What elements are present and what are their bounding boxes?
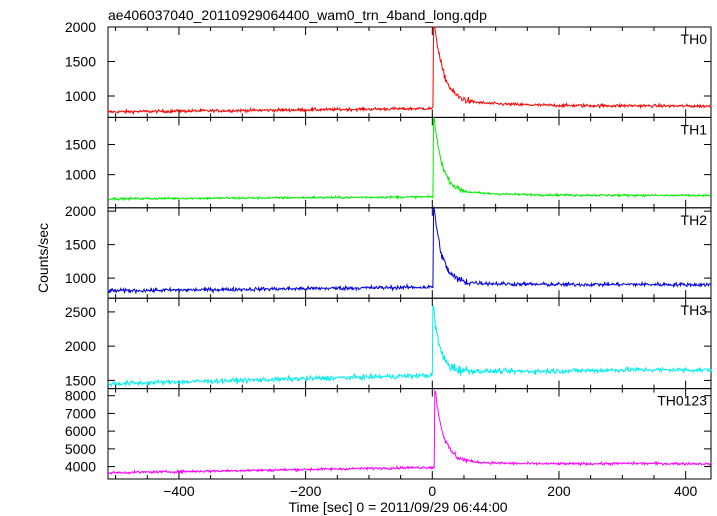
y-tick-label: 8000 [65,388,96,404]
x-tick-label: 0 [428,483,436,499]
y-tick-label: 2000 [65,203,96,219]
panel-th2: 1000 1500 2000 TH2 [65,203,712,299]
y-tick-label: 7000 [65,405,96,421]
panel-label-th1: TH1 [681,121,708,137]
panel-label-th2: TH2 [681,212,708,228]
x-axis-label: Time [sec] 0 = 2011/09/29 06:44:00 [288,499,507,515]
panel-label-th3: TH3 [681,302,708,318]
y-tick-label: 2000 [65,19,96,35]
y-tick-label: 1500 [65,54,96,70]
y-tick-label: 1000 [65,88,96,104]
panel-frame [107,388,712,480]
panel-frame [107,26,712,118]
chart-title: ae406037040_20110929064400_wam0_trn_4ban… [108,7,487,23]
series-line-th1 [108,117,712,202]
y-tick-label: 6000 [65,423,96,439]
panel-th0: 1000 1500 2000 TH0 [65,19,712,118]
y-tick-label: 1000 [65,167,96,183]
panel-frame [107,116,712,209]
panel-label-th0123: TH0123 [657,393,707,409]
y-tick-label: 4000 [65,459,96,475]
y-axis-label: Counts/sec [35,223,51,293]
panel-label-th0: TH0 [681,31,708,47]
y-tick-label: 1500 [65,372,96,388]
series-line-th3 [107,304,712,388]
y-tick-label: 1000 [65,270,96,286]
y-tick-label: 1500 [65,137,96,153]
series-line-th0123 [107,389,712,476]
panel-th3: 1500 2000 2500 TH3 [65,297,712,390]
x-tick-label: 400 [674,483,698,499]
x-tick-label: −400 [163,483,195,499]
series-line-th2 [107,205,712,295]
y-tick-label: 2000 [65,338,96,354]
x-axis: −400 −200 0 200 400 [163,483,697,499]
x-tick-label: −200 [290,483,322,499]
panel-th1: 1000 1500 TH1 [65,116,712,209]
y-tick-label: 5000 [65,441,96,457]
x-tick-label: 200 [547,483,571,499]
panels-group: 1000 1500 2000 TH0 1000 1500 TH1 1000 1500 2000 TH… [65,19,712,480]
y-tick-label: 1500 [65,237,96,253]
series-line-th0 [107,26,712,115]
y-tick-label: 2500 [65,304,96,320]
